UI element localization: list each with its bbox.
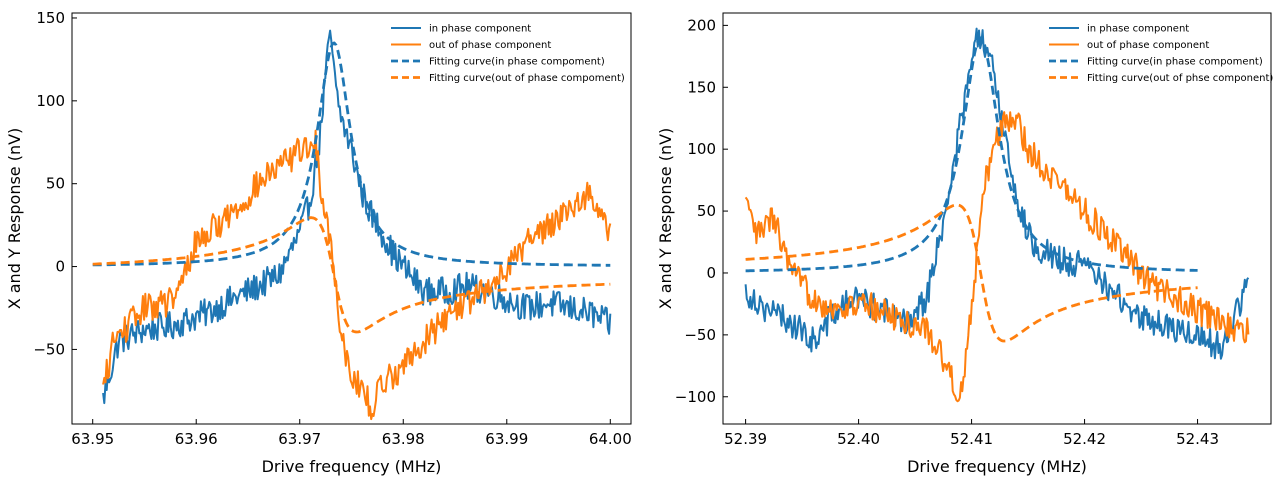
legend: in phase component out of phase component…	[391, 24, 625, 84]
y-tick-label: 200	[687, 16, 716, 34]
legend-entry: Fitting curve(in phase compoment)	[429, 57, 605, 68]
series-line-3	[745, 36, 1198, 273]
x-tick-label: 63.99	[485, 430, 528, 448]
series-line-2	[102, 129, 612, 421]
y-tick-label: 150	[36, 9, 65, 27]
chart-left: 63.95 63.96 63.97 63.98 63.99 64.00 −50 0 50 100 1…	[5, 9, 632, 476]
x-tick-label: 63.97	[278, 430, 321, 448]
legend-entry: out of phase component	[429, 40, 551, 51]
x-tick-label: 52.39	[724, 430, 767, 448]
y-tick-label: −50	[684, 326, 716, 344]
x-tick-label: 52.40	[837, 430, 880, 448]
x-tick-label: 63.96	[175, 430, 218, 448]
y-tick-label: 0	[706, 264, 716, 282]
y-tick-label: 50	[46, 175, 65, 193]
series-line-1	[102, 29, 612, 405]
x-tick-label: 52.43	[1176, 430, 1219, 448]
y-tick-label: 50	[697, 202, 716, 220]
y-tick-label: 100	[36, 92, 65, 110]
legend-entry: Fitting curve(out of phse component)	[1087, 73, 1273, 84]
chart-right: 52.39 52.40 52.41 52.42 52.43 −100 −50 0 50 100 15…	[656, 12, 1273, 476]
x-tick-label: 64.00	[589, 430, 632, 448]
legend-entry: in phase component	[429, 24, 531, 35]
x-tick-label: 52.42	[1063, 430, 1106, 448]
y-tick-label: −50	[33, 340, 65, 358]
x-axis-label: Drive frequency (MHz)	[262, 457, 442, 476]
axes-frame	[71, 12, 632, 425]
x-axis-label: Drive frequency (MHz)	[907, 457, 1087, 476]
plot-area	[92, 29, 612, 421]
series-line-3	[92, 41, 611, 267]
x-tick-label: 63.95	[71, 430, 114, 448]
legend-entry: out of phase component	[1087, 40, 1209, 51]
x-tick-label: 52.41	[950, 430, 993, 448]
y-tick-label: 150	[687, 78, 716, 96]
y-axis-label: X and Y Response (nV)	[656, 128, 675, 310]
y-tick-label: 0	[55, 258, 65, 276]
plot-area	[744, 27, 1250, 403]
series-line-4	[92, 216, 611, 334]
legend-entry: in phase component	[1087, 24, 1189, 35]
y-tick-label: −100	[675, 388, 716, 406]
y-tick-label: 100	[687, 140, 716, 158]
series-line-2	[744, 111, 1250, 403]
legend: in phase component out of phase component…	[1049, 24, 1273, 84]
y-axis-label: X and Y Response (nV)	[5, 128, 24, 310]
axes-frame	[722, 12, 1272, 425]
legend-entry: Fitting curve(in phase compoment)	[1087, 57, 1263, 68]
x-tick-label: 63.98	[382, 430, 425, 448]
legend-entry: Fitting curve(out of phase compoment)	[429, 73, 625, 84]
series-line-4	[745, 203, 1198, 343]
